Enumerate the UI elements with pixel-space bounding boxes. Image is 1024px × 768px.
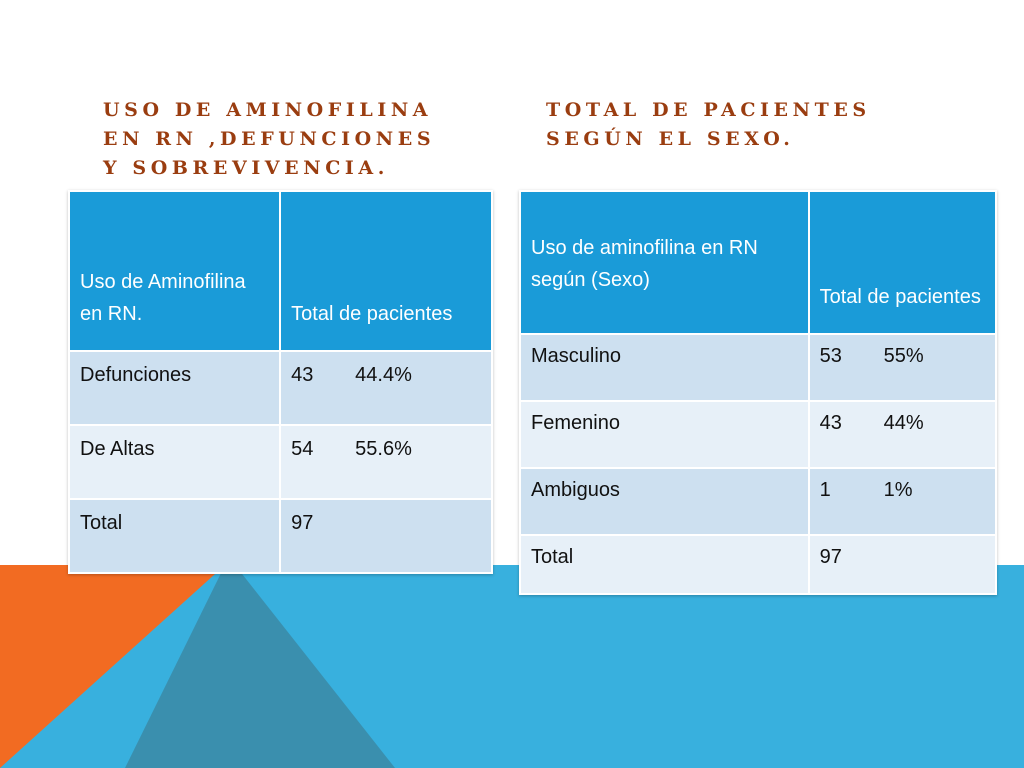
- table-pacientes-sexo: Uso de aminofilina en RN según (Sexo) To…: [519, 190, 998, 595]
- row-count: 54: [291, 438, 314, 460]
- header-total-pacientes: Total de pacientes: [807, 190, 998, 335]
- row-count: 97: [819, 546, 842, 568]
- heading-left-line-3: y sobrevivencia.: [103, 157, 389, 179]
- table-defunciones-altas: Uso de Aminofilina en RN. Total de pacie…: [67, 190, 493, 574]
- teal-triangle: [125, 565, 395, 768]
- heading-left-line-1: Uso de aminofilina: [103, 99, 433, 121]
- row-label: Defunciones: [67, 350, 282, 426]
- heading-pacientes-sexo: Total de pacientes según el sexo.: [546, 96, 871, 154]
- row-value: 54 55.6%: [279, 424, 493, 500]
- row-label: Total: [519, 534, 810, 595]
- row-percent: 44.4%: [355, 364, 412, 386]
- row-value: 53 55%: [807, 333, 998, 402]
- orange-band: [0, 565, 225, 768]
- row-value: 43 44.4%: [279, 350, 493, 426]
- row-label: Ambiguos: [519, 467, 810, 536]
- row-count: 1: [819, 479, 831, 501]
- row-percent: 1%: [883, 479, 913, 501]
- header-uso-aminofilina: Uso de Aminofilina en RN.: [67, 190, 282, 352]
- row-value: 1 1%: [807, 467, 998, 536]
- table-row: Ambiguos 1 1%: [519, 467, 998, 536]
- heading-right-line-2: según el sexo.: [546, 128, 795, 150]
- table-row: Total 97: [67, 498, 493, 574]
- table-row: De Altas 54 55.6%: [67, 424, 493, 500]
- table-row: Femenino 43 44%: [519, 400, 998, 469]
- row-count: 97: [291, 512, 314, 534]
- header-uso-aminofilina-sexo: Uso de aminofilina en RN según (Sexo): [519, 190, 810, 335]
- row-value: 43 44%: [807, 400, 998, 469]
- row-percent: 55%: [883, 345, 924, 367]
- row-count: 53: [819, 345, 842, 367]
- row-percent: 44%: [883, 412, 924, 434]
- table-row: Total 97: [519, 534, 998, 595]
- row-label: Total: [67, 498, 282, 574]
- heading-left-line-2: en RN ,defunciones: [103, 128, 436, 150]
- heading-right-line-1: Total de pacientes: [546, 99, 871, 121]
- row-label: Femenino: [519, 400, 810, 469]
- row-count: 43: [819, 412, 842, 434]
- row-value: 97: [807, 534, 998, 595]
- table-header-row: Uso de aminofilina en RN según (Sexo) To…: [519, 190, 998, 335]
- row-count: 43: [291, 364, 314, 386]
- row-percent: 55.6%: [355, 438, 412, 460]
- row-value: 97: [279, 498, 493, 574]
- row-label: Masculino: [519, 333, 810, 402]
- header-total-pacientes: Total de pacientes: [279, 190, 493, 352]
- heading-aminofilina-defunciones: Uso de aminofilina en RN ,defunciones y …: [103, 96, 435, 183]
- table-header-row: Uso de Aminofilina en RN. Total de pacie…: [67, 190, 493, 352]
- table-row: Defunciones 43 44.4%: [67, 350, 493, 426]
- table-row: Masculino 53 55%: [519, 333, 998, 402]
- row-label: De Altas: [67, 424, 282, 500]
